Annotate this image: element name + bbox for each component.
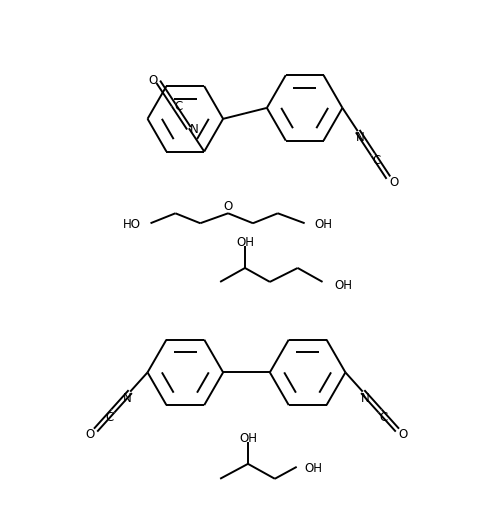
- Text: OH: OH: [305, 462, 323, 475]
- Text: C: C: [106, 411, 114, 424]
- Text: C: C: [174, 100, 183, 113]
- Text: O: O: [224, 200, 233, 213]
- Text: C: C: [379, 411, 387, 424]
- Text: C: C: [372, 154, 380, 167]
- Text: O: O: [85, 428, 94, 441]
- Text: N: N: [361, 392, 370, 404]
- Text: OH: OH: [335, 279, 353, 292]
- Text: O: O: [399, 428, 408, 441]
- Text: N: N: [356, 131, 365, 144]
- Text: OH: OH: [315, 218, 333, 231]
- Text: N: N: [189, 124, 198, 136]
- Text: O: O: [390, 176, 399, 188]
- Text: OH: OH: [239, 432, 257, 445]
- Text: OH: OH: [236, 236, 254, 249]
- Text: O: O: [149, 74, 158, 87]
- Text: HO: HO: [123, 218, 141, 231]
- Text: N: N: [123, 392, 131, 404]
